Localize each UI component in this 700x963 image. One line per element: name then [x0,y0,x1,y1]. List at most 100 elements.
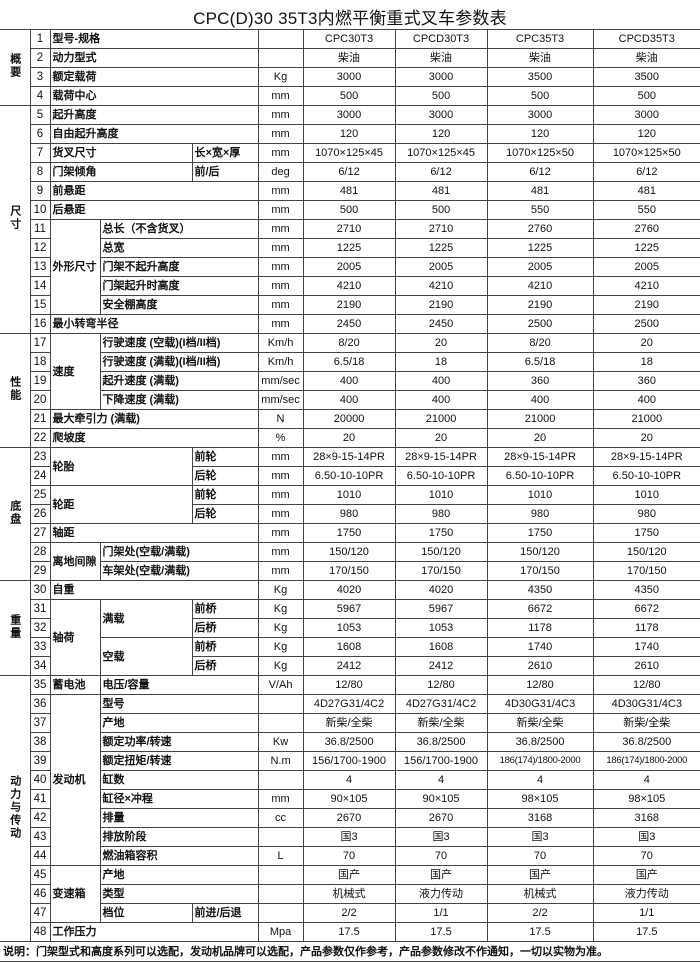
value-cell: 18 [394,352,488,372]
parameter-label: 起升速度 (满载) [99,371,259,391]
row-number: 27 [29,523,51,543]
value-cell: 4D27G31/4C2 [302,694,396,714]
value-cell: 20 [592,333,700,353]
parameter-label: 额定载荷 [49,67,259,87]
table-row: 27 轴距 mm 1750 1750 1750 1750 [0,523,700,543]
value-cell: 1608 [302,637,396,657]
value-cell: 2610 [592,656,700,676]
value-cell: 21000 [592,409,700,429]
value-cell: 3000 [486,105,594,125]
row-number: 15 [29,295,51,315]
value-cell: 2/2 [486,903,594,923]
table-row: 44 燃油箱容积 L 70 70 70 70 [0,846,700,866]
value-cell: 1/1 [394,903,488,923]
parameter-label: 档位 [99,903,193,923]
section-label: 概要 [0,29,31,106]
value-cell: 1225 [592,238,700,258]
value-cell: 400 [592,390,700,410]
unit-cell: cc [257,808,304,828]
unit-cell: Kg [257,580,304,600]
value-cell: 1178 [486,618,594,638]
unit-cell: mm/sec [257,390,304,410]
row-number: 9 [29,181,51,201]
parameter-label: 自重 [49,580,259,600]
value-cell: 2760 [592,219,700,239]
unit-cell: Kw [257,732,304,752]
value-cell: 1225 [302,238,396,258]
value-cell: 2450 [394,314,488,334]
row-number: 46 [29,884,51,904]
parameter-label: 总宽 [99,238,259,258]
unit-cell: mm [257,542,304,562]
value-cell: 柴油 [486,48,594,68]
value-cell: 2005 [592,257,700,277]
value-cell: 481 [302,181,396,201]
unit-cell: mm/sec [257,371,304,391]
unit-cell: mm [257,314,304,334]
parameter-sublabel: 前轮 [191,485,259,505]
value-cell: 2005 [302,257,396,277]
value-cell: 8/20 [486,333,594,353]
value-cell: 国3 [592,827,700,847]
section-label-text: 性能 [8,376,21,402]
table-row: 36 发动机 型号 4D27G31/4C2 4D27G31/4C2 4D30G31/4C3… [0,694,700,866]
value-cell: 98×105 [592,789,700,809]
table-row: 37 产地 新柴/全柴 新柴/全柴 新柴/全柴 新柴/全柴 [0,713,700,733]
value-cell: 36.8/2500 [302,732,396,752]
table-row: 48 工作压力 Mpa 17.5 17.5 17.5 17.5 [0,922,700,942]
value-cell: 170/150 [394,561,488,581]
value-cell: 481 [592,181,700,201]
value-cell: 980 [302,504,396,524]
value-cell: 6/12 [486,162,594,182]
unit-cell: % [257,428,304,448]
value-cell: 400 [394,371,488,391]
row-number: 3 [29,67,51,87]
value-cell: 1740 [486,637,594,657]
row-number: 5 [29,105,51,125]
value-cell: 2500 [486,314,594,334]
value-cell: 3000 [394,67,488,87]
value-cell: 2005 [394,257,488,277]
value-cell: 500 [486,86,594,106]
group-label: 蓄电池 [49,675,101,695]
unit-cell: N [257,409,304,429]
unit-cell: mm [257,466,304,486]
value-cell: 1010 [302,485,396,505]
parameter-label: 下降速度 (满载) [99,390,259,410]
value-cell: 1/1 [592,903,700,923]
unit-cell [257,884,304,904]
parameter-label: 爬坡度 [49,428,259,448]
parameter-label: 产地 [99,865,259,885]
subgroup-label: 满载 [99,599,193,638]
unit-cell: mm [257,561,304,581]
value-cell: 2670 [302,808,396,828]
value-cell: 12/80 [302,675,396,695]
value-cell: 400 [302,371,396,391]
row-number: 6 [29,124,51,144]
value-cell: 481 [394,181,488,201]
value-cell: 3000 [302,105,396,125]
group-label: 发动机 [49,694,101,866]
row-number: 25 [29,485,51,505]
parameter-sublabel: 前轮 [191,447,259,467]
unit-cell: mm [257,105,304,125]
value-cell: 6/12 [394,162,488,182]
table-row: 22 爬坡度% 20 20 20 20 [0,428,700,448]
row-number: 10 [29,200,51,220]
unit-cell: Km/h [257,352,304,372]
row-number: 36 [29,694,51,714]
row-number: 38 [29,732,51,752]
parameter-label: 工作压力 [49,922,259,942]
table-row: 11 外形尺寸 总长（不含货叉） mm 2710 2710 2760 2760 [0,219,700,315]
unit-cell: mm [257,124,304,144]
row-number: 26 [29,504,51,524]
value-cell: 1070×125×45 [302,143,396,163]
value-cell: 2190 [486,295,594,315]
value-cell: CPC35T3 [486,29,594,49]
value-cell: 98×105 [486,789,594,809]
value-cell: 6.50-10-10PR [302,466,396,486]
unit-cell: mm [257,295,304,315]
value-cell: 1070×125×50 [592,143,700,163]
group-label: 轴荷 [49,599,101,676]
table-row: 3 额定载荷 Kg 3000 3000 3500 3500 [0,67,700,87]
